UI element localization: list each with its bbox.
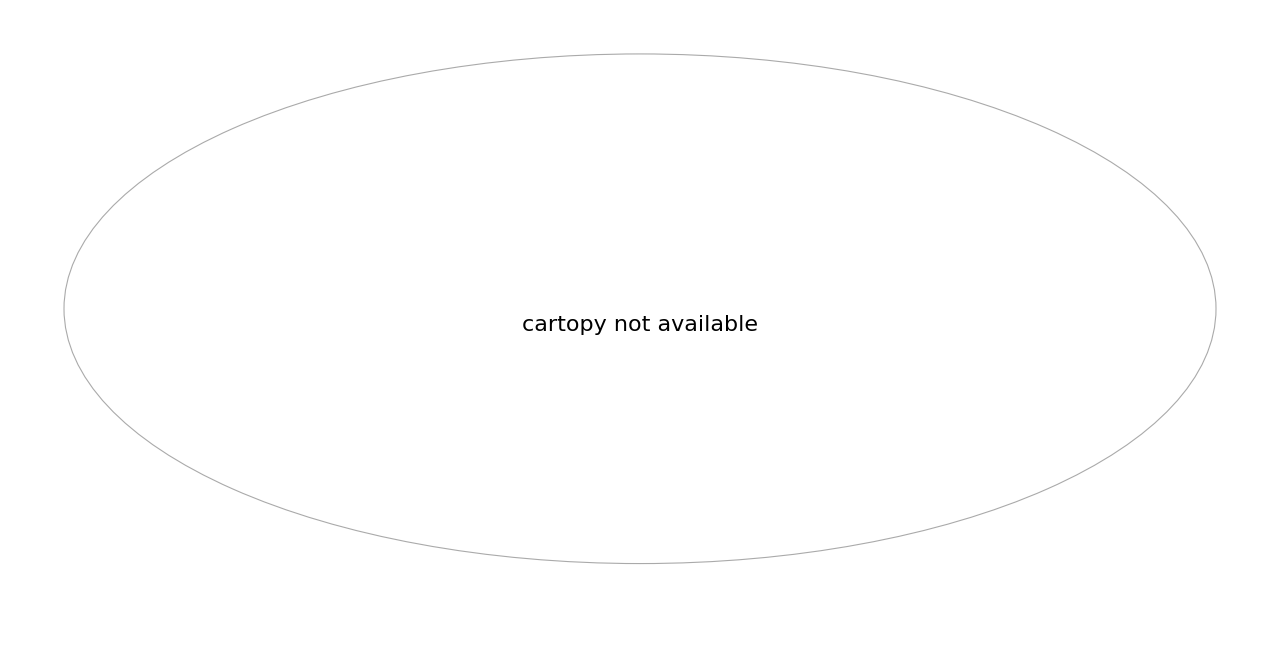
Ellipse shape bbox=[64, 54, 1216, 564]
Text: cartopy not available: cartopy not available bbox=[522, 315, 758, 335]
